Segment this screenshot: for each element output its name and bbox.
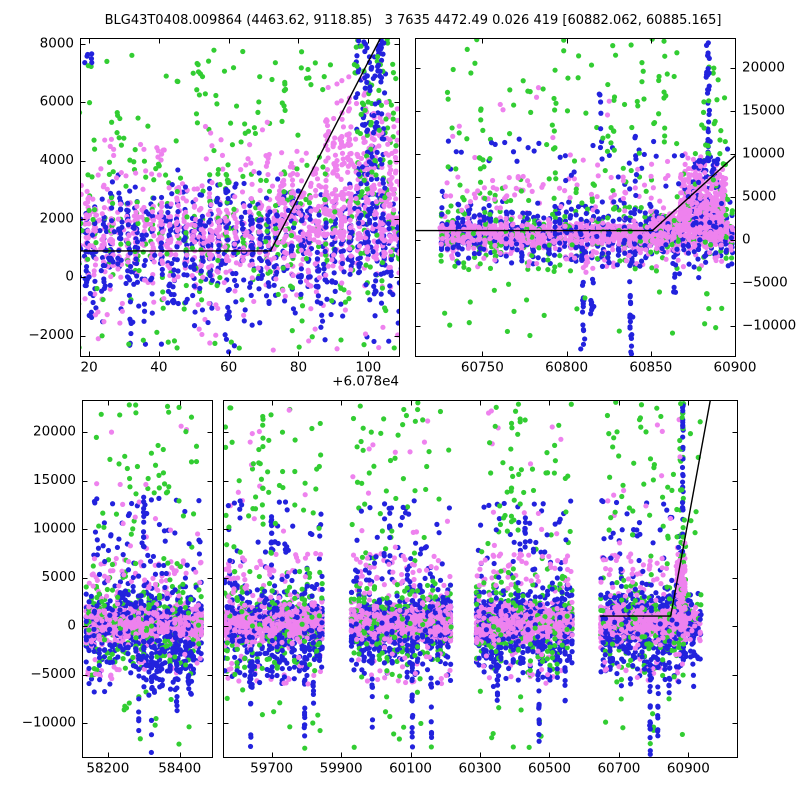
figure-title: BLG43T0408.009864 (4463.62, 9118.85) 3 7… bbox=[104, 13, 722, 28]
